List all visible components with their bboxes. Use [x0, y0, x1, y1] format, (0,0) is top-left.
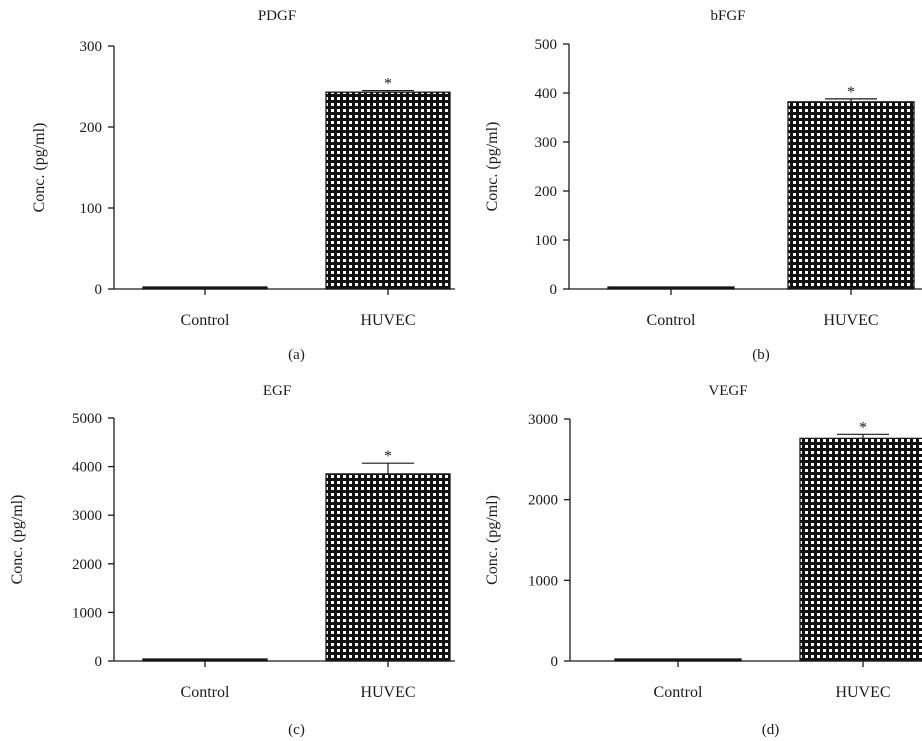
- chart-title: VEGF: [708, 383, 747, 399]
- y-tick-label: 100: [535, 233, 558, 249]
- y-tick-label: 5000: [72, 411, 102, 427]
- y-tick-label: 0: [95, 282, 103, 298]
- chart-title: bFGF: [710, 8, 745, 24]
- y-tick-label: 100: [80, 201, 103, 217]
- bar-control: [614, 658, 742, 662]
- bar-control: [142, 658, 268, 662]
- y-tick-label: 200: [80, 120, 103, 136]
- panel-label: (d): [762, 722, 780, 738]
- x-tick-label: HUVEC: [823, 312, 878, 329]
- significance-marker: *: [859, 419, 867, 436]
- y-tick-label: 4000: [72, 460, 102, 476]
- bar-huvec: [787, 101, 915, 290]
- panel-bfgf: bFGF 0 100 200 300 400 500 Conc. (pg/ml) Control…: [484, 8, 922, 363]
- y-tick-label: 0: [550, 282, 558, 298]
- bar-huvec: [325, 91, 451, 290]
- y-tick-label: 3000: [528, 412, 558, 428]
- x-tick-label: Control: [181, 684, 230, 701]
- chart-title: PDGF: [258, 8, 296, 24]
- y-axis-label: Conc. (pg/ml): [484, 122, 501, 212]
- x-tick-label: Control: [647, 312, 696, 329]
- y-axis-label: Conc. (pg/ml): [484, 495, 501, 585]
- y-tick-label: 2000: [528, 493, 558, 509]
- y-tick-label: 1000: [72, 605, 102, 621]
- y-tick-label: 3000: [72, 508, 102, 524]
- y-axis-label: Conc. (pg/ml): [31, 123, 48, 213]
- y-axis-label: Conc. (pg/ml): [9, 495, 26, 585]
- bar-huvec: [325, 473, 451, 662]
- y-tick-label: 2000: [72, 557, 102, 573]
- y-tick-label: 400: [535, 86, 558, 102]
- bar-control: [142, 286, 268, 290]
- panel-label: (b): [752, 347, 770, 363]
- panel-label: (a): [288, 347, 305, 363]
- significance-marker: *: [384, 76, 392, 93]
- chart-title: EGF: [263, 383, 291, 399]
- significance-marker: *: [847, 84, 855, 101]
- y-tick-label: 1000: [528, 573, 558, 589]
- bar-huvec: [799, 437, 922, 662]
- y-tick-label: 200: [535, 184, 558, 200]
- bar-control: [607, 286, 735, 290]
- y-tick-label: 500: [535, 37, 558, 53]
- y-tick-label: 0: [95, 654, 103, 670]
- panel-vegf: VEGF 0 1000 2000 3000 Conc. (pg/ml) Control * HU…: [484, 383, 922, 738]
- x-tick-label: HUVEC: [835, 684, 890, 701]
- panel-egf: EGF 0 1000 2000 3000 4000 5000 Conc. (pg/ml) Con…: [9, 383, 455, 738]
- y-tick-label: 300: [80, 39, 103, 55]
- panel-label: (c): [288, 722, 305, 738]
- x-tick-label: HUVEC: [360, 684, 415, 701]
- x-tick-label: Control: [654, 684, 703, 701]
- x-tick-label: HUVEC: [360, 312, 415, 329]
- y-tick-label: 0: [551, 654, 559, 670]
- panel-pdgf: PDGF 0 100 200 300 Conc. (pg/ml) Control * HUVEC…: [31, 8, 455, 363]
- x-tick-label: Control: [181, 312, 230, 329]
- significance-marker: *: [384, 448, 392, 465]
- y-tick-label: 300: [535, 135, 558, 151]
